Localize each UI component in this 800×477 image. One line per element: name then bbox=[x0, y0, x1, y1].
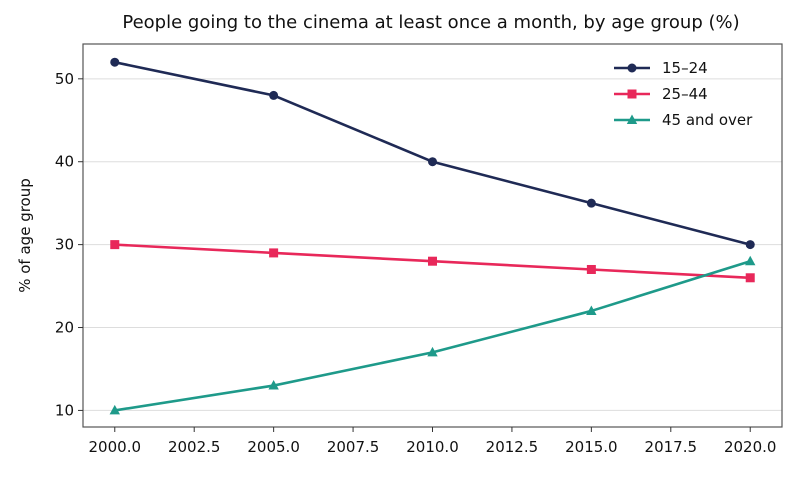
legend-label: 45 and over bbox=[662, 111, 753, 129]
legend-marker bbox=[627, 63, 637, 73]
chart-title: People going to the cinema at least once… bbox=[122, 12, 740, 33]
series-line bbox=[113, 259, 752, 412]
series-0 bbox=[110, 57, 755, 250]
x-tick-label: 2005.0 bbox=[247, 438, 300, 456]
series-2 bbox=[109, 255, 756, 415]
x-tick-label: 2012.5 bbox=[486, 438, 539, 456]
series-line bbox=[113, 60, 752, 246]
y-tick-label: 50 bbox=[55, 70, 74, 88]
x-tick-label: 2020.0 bbox=[724, 438, 777, 456]
data-point bbox=[427, 346, 438, 357]
legend-marker bbox=[626, 114, 638, 124]
y-tick-label: 10 bbox=[55, 401, 74, 419]
data-point bbox=[586, 264, 596, 274]
x-tick-label: 2010.0 bbox=[406, 438, 459, 456]
data-point bbox=[428, 157, 437, 167]
x-tick-label: 2000.0 bbox=[89, 438, 142, 456]
y-tick-label: 30 bbox=[55, 236, 74, 254]
data-point bbox=[745, 240, 755, 250]
data-point bbox=[745, 255, 756, 266]
data-point bbox=[428, 256, 437, 266]
data-point bbox=[268, 380, 279, 390]
data-point bbox=[269, 90, 279, 100]
legend-label: 25–44 bbox=[662, 85, 708, 103]
series-1 bbox=[110, 240, 755, 283]
data-point bbox=[110, 240, 120, 250]
data-point bbox=[110, 57, 120, 67]
y-axis-label: % of age group bbox=[16, 178, 34, 293]
legend: 15–24 25–44 45 and over bbox=[614, 59, 753, 129]
x-tick-label: 2015.0 bbox=[565, 438, 618, 456]
data-point bbox=[745, 273, 755, 283]
data-point bbox=[109, 404, 120, 415]
data-point bbox=[586, 198, 596, 208]
x-tick-label: 2002.5 bbox=[168, 438, 221, 456]
x-tick-label: 2007.5 bbox=[327, 438, 380, 456]
data-point bbox=[586, 305, 597, 315]
y-tick-label: 20 bbox=[55, 319, 74, 337]
legend-marker bbox=[627, 89, 637, 99]
legend-label: 15–24 bbox=[662, 59, 708, 77]
y-tick-label: 40 bbox=[55, 153, 74, 171]
data-point bbox=[269, 248, 279, 258]
x-tick-label: 2017.5 bbox=[645, 438, 698, 456]
